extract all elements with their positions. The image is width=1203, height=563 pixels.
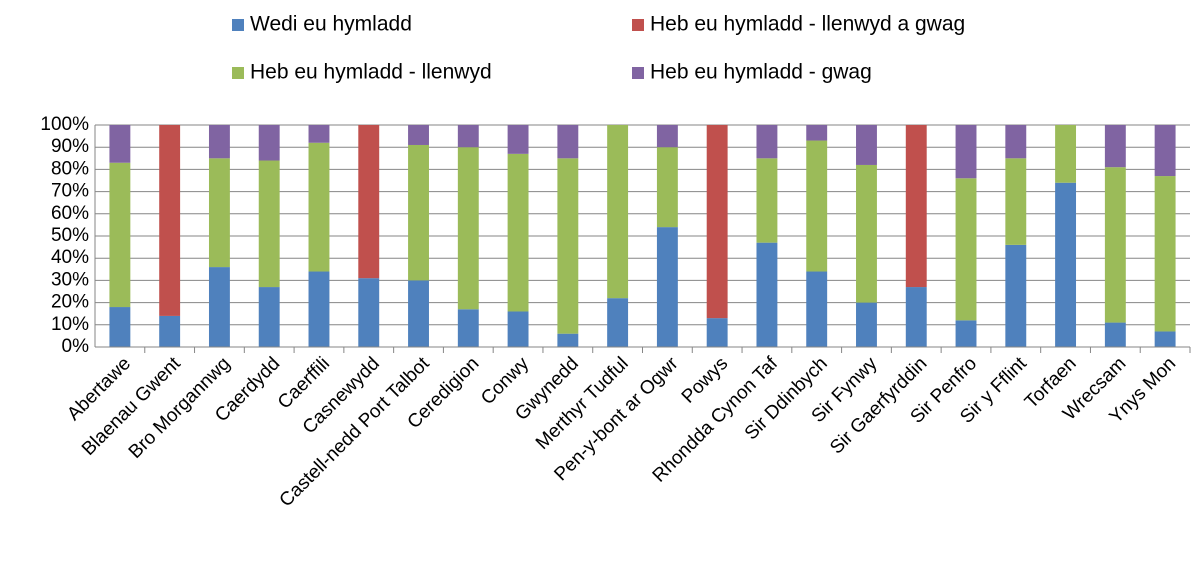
y-tick-label: 90%: [51, 136, 89, 157]
bar-segment: [806, 125, 828, 141]
bar-segment: [955, 320, 977, 347]
y-tick-label: 100%: [40, 114, 89, 135]
bar-segment: [1104, 167, 1126, 323]
y-tick-label: 10%: [51, 314, 89, 335]
bar-segment: [507, 153, 529, 312]
y-tick-label: 30%: [51, 269, 89, 290]
bar-segment: [656, 125, 678, 148]
legend-swatch: [232, 19, 244, 31]
bar-segment: [557, 333, 579, 347]
bar-segment: [1154, 176, 1176, 332]
bar-segment: [159, 315, 181, 347]
bar-segment: [706, 318, 728, 347]
bar-segment: [1055, 182, 1077, 347]
bar-segment: [208, 158, 230, 268]
legend-swatch: [632, 67, 644, 79]
bar-segment: [806, 271, 828, 347]
y-tick-label: 60%: [51, 203, 89, 224]
bar-segment: [905, 125, 927, 288]
bar-segment: [1005, 125, 1027, 159]
bar-segment: [109, 162, 131, 308]
legend-label: Heb eu hymladd - llenwyd: [250, 61, 492, 84]
bar-segment: [457, 125, 479, 148]
bar-segment: [159, 125, 181, 316]
y-tick-label: 0%: [62, 336, 90, 357]
bar-segment: [1154, 331, 1176, 347]
bar-segment: [308, 142, 330, 272]
bar-segment: [408, 125, 429, 145]
bar-segment: [1005, 244, 1027, 347]
bar-segment: [856, 302, 877, 347]
bar-segment: [258, 125, 280, 161]
y-tick-label: 40%: [51, 247, 89, 268]
bar-segment: [557, 158, 579, 334]
bar-segment: [856, 125, 877, 165]
bar-segment: [258, 160, 280, 288]
bar-segment: [756, 125, 778, 159]
bar-segment: [408, 144, 429, 281]
bar-segment: [457, 309, 479, 347]
legend-swatch: [632, 19, 644, 31]
bar-segment: [756, 158, 778, 243]
bar-segment: [457, 147, 479, 310]
bar-segment: [656, 147, 678, 228]
legend-swatch: [232, 67, 244, 79]
bar-segment: [208, 267, 230, 347]
bar-segment: [1154, 125, 1176, 177]
bar-segment: [656, 227, 678, 347]
bar-segment: [856, 164, 877, 303]
y-tick-label: 80%: [51, 158, 89, 179]
bar-segment: [557, 125, 579, 159]
bar-segment: [607, 298, 629, 347]
bar-segment: [258, 287, 280, 347]
bar-segment: [408, 280, 429, 347]
bar-segment: [308, 125, 330, 143]
bar-segment: [1104, 322, 1126, 347]
bar-segment: [507, 125, 529, 154]
bar-segment: [955, 178, 977, 321]
legend-label: Heb eu hymladd - llenwyd a gwag: [650, 13, 965, 36]
bar-segment: [1104, 125, 1126, 168]
bar-segment: [1055, 125, 1077, 183]
legend-label: Wedi eu hymladd: [250, 13, 412, 36]
bar-segment: [607, 125, 629, 299]
bar-segment: [109, 307, 131, 347]
bar-segment: [507, 311, 529, 347]
bar-segment: [706, 125, 728, 319]
bar-segment: [806, 140, 828, 272]
bar-segment: [109, 125, 131, 163]
bar-segment: [308, 271, 330, 347]
y-tick-label: 70%: [51, 181, 89, 202]
bar-segment: [1005, 158, 1027, 245]
bar-segment: [955, 125, 977, 179]
bar-segment: [905, 287, 927, 347]
y-tick-label: 20%: [51, 292, 89, 313]
bar-segment: [358, 278, 380, 347]
bar-segment: [208, 125, 230, 159]
bar-segment: [358, 125, 380, 279]
legend-label: Heb eu hymladd - gwag: [650, 61, 872, 84]
y-tick-label: 50%: [51, 225, 89, 246]
bar-segment: [756, 242, 778, 347]
